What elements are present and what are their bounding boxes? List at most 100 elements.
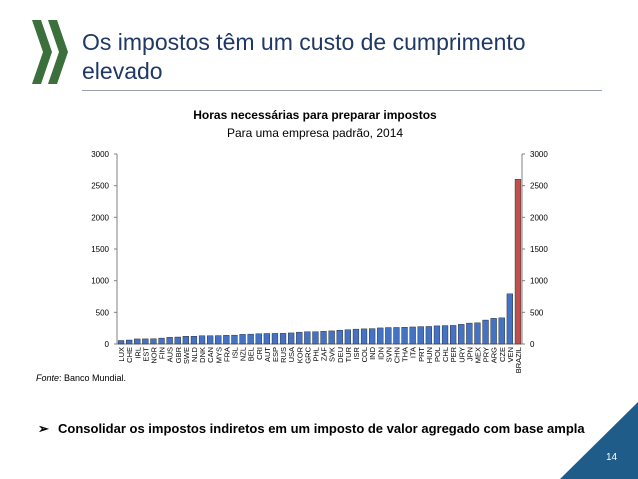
bar-aut xyxy=(263,333,270,345)
x-tick-label: BRAZIL xyxy=(514,347,523,373)
bar-irl xyxy=(134,338,141,345)
bar-chl xyxy=(441,325,449,345)
x-tick-label: AUT xyxy=(263,347,272,362)
x-tick-label: RUS xyxy=(279,347,288,363)
bar-zaf xyxy=(320,331,327,345)
x-tick-label: CAN xyxy=(206,347,215,363)
x-tick-label: PER xyxy=(449,346,458,362)
logo-chevron-left xyxy=(32,20,52,84)
chart-subtitle: Para uma empresa padrão, 2014 xyxy=(226,126,404,140)
bar-pry xyxy=(482,319,489,345)
x-tick-label: ZAF xyxy=(320,347,329,362)
arrow-bullet-icon: ➢ xyxy=(38,421,49,436)
bar-hun xyxy=(425,326,432,345)
x-tick-label: USA xyxy=(287,347,296,362)
bar-isr xyxy=(352,328,360,345)
x-tick-label: PRY xyxy=(482,347,491,362)
x-tick-label: PHL xyxy=(311,347,320,362)
x-tick-label: POL xyxy=(433,347,442,362)
source-text: : Banco Mundial. xyxy=(59,373,127,383)
bar-chn xyxy=(393,327,400,345)
bar-dnk xyxy=(198,335,206,345)
bar-rus xyxy=(279,333,287,345)
corner-triangle xyxy=(560,402,638,479)
x-tick-label: FIN xyxy=(158,347,167,359)
y-tick-label-left: 2000 xyxy=(91,213,109,222)
bar-mys xyxy=(215,335,222,345)
x-tick-label: TUR xyxy=(344,346,353,362)
oecd-logo xyxy=(32,20,68,84)
y-tick-label-right: 2000 xyxy=(530,213,548,222)
bar-tur xyxy=(344,329,351,345)
bar-ven xyxy=(506,293,513,345)
y-tick-label-right: 1500 xyxy=(530,245,548,254)
x-tick-label: AUS xyxy=(166,347,175,362)
bar-phl xyxy=(312,331,319,345)
x-tick-label: ISR xyxy=(352,346,361,359)
bar-arg xyxy=(490,318,497,345)
bar-ind xyxy=(369,328,376,345)
y-tick-label-left: 500 xyxy=(96,308,110,317)
x-tick-label: IDN xyxy=(376,347,385,360)
x-tick-label: ITA xyxy=(409,347,418,358)
bar-ury xyxy=(458,324,465,345)
x-tick-label: VEN xyxy=(506,347,515,362)
x-tick-label: CHN xyxy=(392,347,401,363)
bar-nor xyxy=(150,338,157,345)
bar-deu xyxy=(336,329,343,345)
chart-title: Horas necessárias para preparar impostos xyxy=(193,108,437,122)
bar-lux xyxy=(117,340,125,345)
bar-svk xyxy=(328,330,335,345)
bullet-text: Consolidar os impostos indiretos em um i… xyxy=(58,421,585,436)
x-tick-label: IRL xyxy=(133,347,142,359)
bullet-point: ➢ Consolidar os impostos indiretos em um… xyxy=(38,420,598,437)
bar-svn xyxy=(385,327,392,345)
x-tick-label: GRC xyxy=(303,346,312,363)
bar-gbr xyxy=(174,336,181,345)
bar-per xyxy=(450,325,457,345)
bar-esp xyxy=(271,333,279,345)
x-tick-label: SVK xyxy=(328,347,337,362)
y-tick-label-right: 500 xyxy=(530,308,544,317)
bar-bel xyxy=(247,333,254,345)
x-tick-label: BEL xyxy=(247,347,256,361)
x-tick-label: SVN xyxy=(384,347,393,362)
x-tick-label: THA xyxy=(401,347,410,362)
x-tick-label: NLD xyxy=(190,346,199,362)
bar-kor xyxy=(296,331,303,345)
x-tick-label: GBR xyxy=(174,346,183,363)
bar-est xyxy=(142,338,149,345)
x-tick-label: CHE xyxy=(125,347,134,363)
x-tick-label: DEU xyxy=(336,347,345,363)
x-tick-label: ISL xyxy=(230,347,239,358)
y-tick-label-right: 3000 xyxy=(530,150,548,159)
bar-usa xyxy=(288,332,295,345)
bar-tha xyxy=(401,327,408,345)
x-tick-label: URY xyxy=(457,347,466,363)
x-tick-label: CHL xyxy=(441,347,450,362)
x-tick-label: HUN xyxy=(425,347,434,363)
logo-chevron-right xyxy=(48,20,68,84)
bar-cze xyxy=(498,317,505,345)
x-tick-label: IND xyxy=(368,346,377,360)
x-tick-label: CZE xyxy=(498,347,507,362)
x-tick-label: ESP xyxy=(271,347,280,362)
x-tick-label: DNK xyxy=(198,347,207,363)
x-tick-label: PRT xyxy=(417,347,426,362)
x-tick-label: NOR xyxy=(149,346,158,363)
bar-fin xyxy=(158,337,165,345)
bar-brazil xyxy=(514,179,522,345)
y-tick-label-left: 3000 xyxy=(91,150,109,159)
x-tick-label: LUX xyxy=(117,347,126,362)
x-tick-label: CRI xyxy=(255,347,264,360)
x-tick-label: MYS xyxy=(214,347,223,363)
x-tick-label: ARG xyxy=(490,347,499,363)
bar-jpn xyxy=(466,322,473,345)
bar-nzl xyxy=(239,334,246,345)
bar-cri xyxy=(255,333,262,345)
bar-chart: 0 0 500 500 1000 1000 1500 1500 2000 2000 2500 2500… xyxy=(91,150,548,373)
bar-pol xyxy=(433,325,441,345)
slide-title: Os impostos têm um custo de cumprimento … xyxy=(82,29,526,84)
y-tick-label-left: 2500 xyxy=(91,182,109,191)
y-tick-label-right: 0 xyxy=(530,340,535,349)
